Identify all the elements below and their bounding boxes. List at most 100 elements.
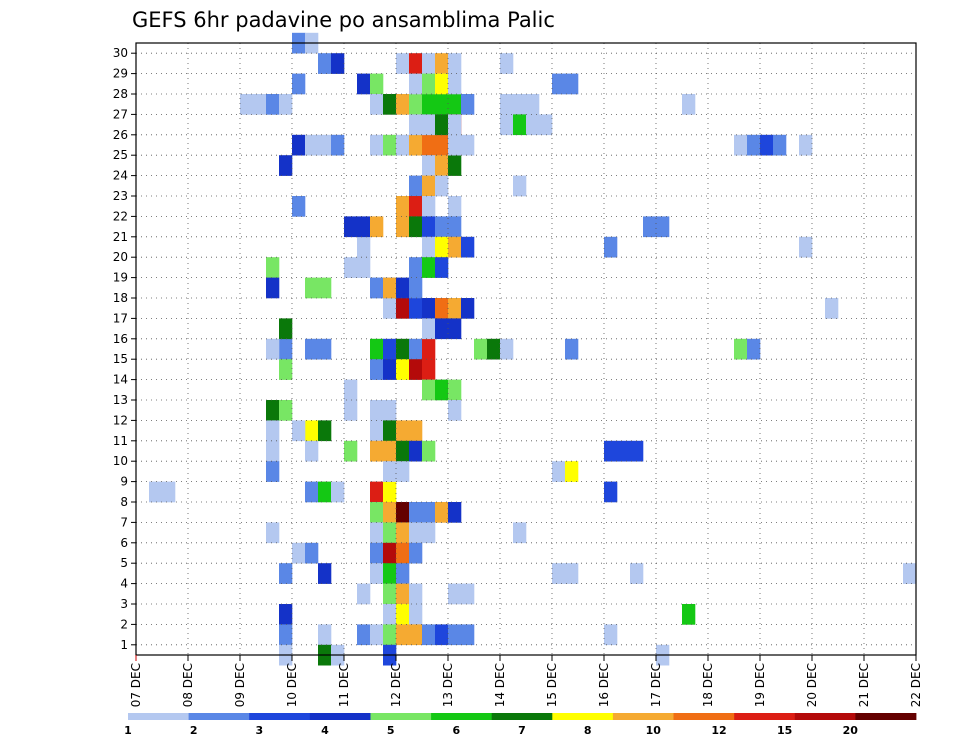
heatmap-cell — [305, 277, 319, 299]
heatmap-cell — [773, 134, 787, 156]
x-tick-label: 13 DEC — [441, 663, 455, 707]
heatmap-cell — [266, 420, 280, 442]
heatmap-cell — [383, 583, 397, 605]
y-tick-label: 12 — [113, 413, 128, 427]
heatmap-cell — [396, 440, 410, 462]
heatmap-cell — [422, 134, 436, 156]
heatmap-cell — [383, 420, 397, 442]
heatmap-cell — [279, 94, 293, 115]
heatmap-cell — [513, 114, 527, 136]
heatmap-cell — [435, 502, 449, 523]
heatmap-cell — [461, 624, 475, 646]
heatmap-cell — [383, 298, 397, 319]
colorbar-swatch — [794, 713, 856, 720]
heatmap-cell — [825, 298, 839, 319]
heatmap-cell — [331, 134, 345, 156]
heatmap-cell — [370, 73, 384, 95]
heatmap-cell — [422, 114, 436, 136]
heatmap-cell — [630, 563, 644, 584]
y-axis: 1234567891011121314151617181920212223242… — [113, 46, 136, 652]
y-tick-label: 24 — [113, 169, 128, 183]
heatmap-cell — [396, 277, 410, 299]
heatmap-cell — [448, 196, 462, 217]
grid-lines — [136, 43, 916, 655]
heatmap-cell — [422, 379, 436, 401]
heatmap-cell — [318, 277, 332, 299]
heatmap-cell — [396, 53, 410, 74]
heatmap-cell — [370, 134, 384, 156]
heatmap-cell — [279, 155, 293, 176]
colorbar-swatch — [431, 713, 493, 720]
heatmap-cell — [396, 359, 410, 380]
heatmap-cells — [149, 32, 917, 666]
heatmap-cell — [903, 563, 917, 584]
heatmap-cell — [552, 461, 566, 482]
heatmap-cell — [318, 563, 332, 584]
heatmap-cell — [565, 461, 579, 482]
heatmap-cell — [370, 440, 384, 462]
colorbar-label: 12 — [711, 724, 726, 737]
y-tick-label: 23 — [113, 189, 128, 203]
heatmap-cell — [500, 53, 514, 74]
heatmap-cell — [279, 359, 293, 380]
heatmap-cell — [396, 338, 410, 360]
heatmap-cell — [318, 53, 332, 74]
heatmap-cell — [435, 318, 449, 340]
heatmap-cell — [565, 73, 579, 95]
heatmap-cell — [448, 318, 462, 340]
heatmap-cell — [292, 420, 306, 442]
heatmap-cell — [422, 73, 436, 95]
heatmap-cell — [500, 94, 514, 115]
heatmap-cell — [396, 196, 410, 217]
heatmap-cell — [357, 583, 371, 605]
heatmap-cell — [370, 542, 384, 564]
heatmap-cell — [344, 257, 358, 278]
heatmap-cell — [266, 94, 280, 115]
heatmap-cell — [513, 522, 527, 544]
heatmap-cell — [305, 338, 319, 360]
heatmap-cell — [318, 624, 332, 646]
heatmap-cell — [279, 338, 293, 360]
heatmap-cell — [396, 420, 410, 442]
heatmap-cell — [435, 73, 449, 95]
heatmap-cell — [734, 134, 748, 156]
heatmap-cell — [747, 338, 761, 360]
heatmap-cell — [604, 481, 618, 503]
heatmap-cell — [799, 134, 813, 156]
heatmap-cell — [409, 257, 423, 278]
heatmap-cell — [370, 359, 384, 380]
heatmap-cell — [331, 53, 345, 74]
y-tick-label: 25 — [113, 148, 128, 162]
heatmap-cell — [448, 400, 462, 421]
heatmap-cell — [318, 134, 332, 156]
heatmap-cell — [370, 522, 384, 544]
heatmap-cell — [240, 94, 254, 115]
y-tick-label: 10 — [113, 454, 128, 468]
heatmap-cell — [396, 624, 410, 646]
colorbar-label: 1 — [124, 724, 132, 737]
heatmap-cell — [448, 216, 462, 238]
heatmap-cell — [409, 359, 423, 380]
heatmap-cell — [409, 53, 423, 74]
colorbar-label: 7 — [518, 724, 526, 737]
y-tick-label: 30 — [113, 46, 128, 60]
heatmap-cell — [747, 134, 761, 156]
colorbar-swatch — [855, 713, 917, 720]
heatmap-cell — [383, 542, 397, 564]
heatmap-cell — [344, 400, 358, 421]
heatmap-cell — [383, 134, 397, 156]
heatmap-cell — [682, 94, 696, 115]
heatmap-cell — [448, 73, 462, 95]
heatmap-cell — [383, 604, 397, 625]
heatmap-cell — [396, 94, 410, 115]
heatmap-cell — [266, 440, 280, 462]
heatmap-cell — [383, 94, 397, 115]
heatmap-cell — [409, 624, 423, 646]
y-tick-label: 3 — [120, 597, 128, 611]
y-tick-label: 2 — [120, 617, 128, 631]
heatmap-cell — [448, 502, 462, 523]
colorbar-swatch — [188, 713, 250, 720]
heatmap-cell — [435, 155, 449, 176]
heatmap-cell — [422, 338, 436, 360]
heatmap-cell — [409, 216, 423, 238]
